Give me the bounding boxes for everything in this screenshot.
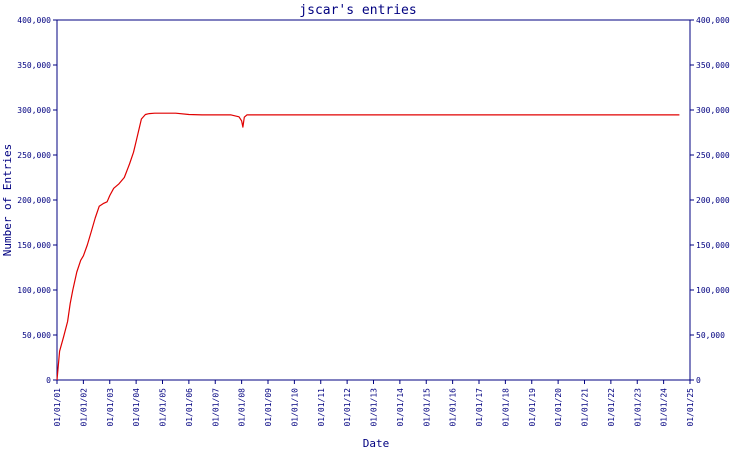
y-tick-label-right: 300,000	[696, 106, 730, 115]
x-tick-label: 01/01/05	[159, 388, 168, 427]
y-tick-label-left: 50,000	[22, 331, 51, 340]
y-tick-label-left: 0	[46, 376, 51, 385]
x-tick-label: 01/01/22	[607, 388, 616, 427]
y-tick-label-right: 350,000	[696, 61, 730, 70]
y-tick-label-right: 250,000	[696, 151, 730, 160]
x-tick-label: 01/01/15	[422, 388, 431, 427]
x-tick-label: 01/01/19	[528, 388, 537, 427]
x-tick-label: 01/01/04	[132, 388, 141, 427]
x-tick-label: 01/01/07	[211, 388, 220, 427]
y-tick-label-left: 350,000	[17, 61, 51, 70]
y-tick-label-right: 150,000	[696, 241, 730, 250]
x-tick-label: 01/01/18	[501, 388, 510, 427]
y-tick-label-right: 100,000	[696, 286, 730, 295]
x-tick-label: 01/01/11	[317, 388, 326, 427]
chart-title: jscar's entries	[299, 3, 416, 18]
y-tick-label-left: 400,000	[17, 16, 51, 25]
x-tick-label: 01/01/20	[554, 388, 563, 427]
x-tick-label: 01/01/06	[185, 388, 194, 427]
series-group	[56, 112, 680, 381]
y-tick-label-right: 400,000	[696, 16, 730, 25]
x-tick-label: 01/01/17	[475, 388, 484, 427]
axes	[56, 19, 691, 381]
y-tick-label-right: 200,000	[696, 196, 730, 205]
y-tick-label-right: 50,000	[696, 331, 725, 340]
y-tick-label-left: 200,000	[17, 196, 51, 205]
y-tick-label-left: 150,000	[17, 241, 51, 250]
x-axis-title: Date	[363, 437, 390, 450]
x-tick-label: 01/01/01	[53, 388, 62, 427]
x-tick-label: 01/01/03	[106, 388, 115, 427]
y-tick-label-left: 300,000	[17, 106, 51, 115]
x-tick-label: 01/01/02	[79, 388, 88, 427]
x-tick-label: 01/01/09	[264, 388, 273, 427]
x-tick-label: 01/01/10	[290, 388, 299, 427]
x-tick-label: 01/01/21	[581, 388, 590, 427]
y-tick-label-left: 250,000	[17, 151, 51, 160]
ticks: 0 0 50,000 50,000 100,000 100,000 150,000 150,0…	[17, 16, 730, 427]
x-tick-label: 01/01/16	[449, 388, 458, 427]
x-tick-label: 01/01/13	[370, 388, 379, 427]
x-tick-label: 01/01/25	[686, 388, 695, 427]
x-tick-label: 01/01/08	[238, 388, 247, 427]
y-axis-title: Number of Entries	[1, 144, 14, 257]
x-tick-label: 01/01/24	[660, 388, 669, 427]
y-tick-label-left: 100,000	[17, 286, 51, 295]
series-line	[56, 112, 680, 381]
x-tick-label: 01/01/14	[396, 388, 405, 427]
y-tick-label-right: 0	[696, 376, 701, 385]
x-tick-label: 01/01/12	[343, 388, 352, 427]
x-tick-label: 01/01/23	[633, 388, 642, 427]
